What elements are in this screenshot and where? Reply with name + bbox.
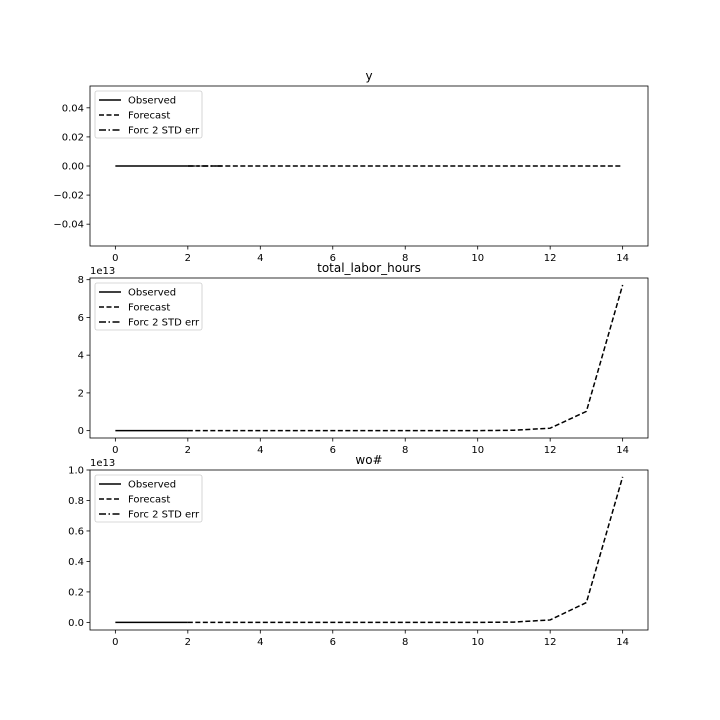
y-tick-label: 0.4 bbox=[68, 557, 84, 568]
legend-box bbox=[94, 474, 203, 523]
plot-frame bbox=[89, 277, 649, 439]
y-offset-text: 1e13 bbox=[90, 458, 115, 469]
legend: Observed Forecast Forc 2 STD err bbox=[94, 474, 203, 523]
x-tick-label: 4 bbox=[257, 445, 263, 456]
x-tick-label: 2 bbox=[185, 445, 191, 456]
y-tick-label: 0.2 bbox=[68, 587, 84, 598]
subplot-2: total_labor_hours 1e13 0 2 4 6 8 10 12 14 0 2 4 6 8 Obs… bbox=[78, 261, 649, 456]
x-tick-label: 0 bbox=[112, 253, 118, 264]
y-tick-label: 0.02 bbox=[62, 132, 84, 143]
legend-label: Forecast bbox=[128, 495, 170, 506]
y-tick-label: 0.0 bbox=[68, 618, 84, 629]
x-tick-label: 2 bbox=[185, 637, 191, 648]
x-tick-label: 8 bbox=[402, 253, 408, 264]
x-tick-label: 10 bbox=[471, 253, 484, 264]
subplot-title: wo# bbox=[355, 453, 382, 467]
x-tick-label: 4 bbox=[257, 253, 263, 264]
legend-box bbox=[94, 90, 203, 139]
legend-label: Forecast bbox=[128, 303, 170, 314]
legend-label: Forc 2 STD err bbox=[128, 510, 200, 521]
subplot-title: y bbox=[365, 69, 372, 83]
legend-label: Forc 2 STD err bbox=[128, 126, 200, 137]
y-tick-label: 1.0 bbox=[68, 466, 84, 477]
x-tick-label: 8 bbox=[402, 445, 408, 456]
x-tick-label: 4 bbox=[257, 637, 263, 648]
x-tick-label: 12 bbox=[544, 253, 557, 264]
x-tick-label: 14 bbox=[616, 253, 629, 264]
y-tick-label: 0 bbox=[78, 426, 84, 437]
plot-frame bbox=[89, 469, 649, 631]
x-tick-label: 6 bbox=[330, 637, 336, 648]
x-tick-label: 14 bbox=[616, 445, 629, 456]
legend: Observed Forecast Forc 2 STD err bbox=[94, 282, 203, 331]
x-tick-label: 8 bbox=[402, 637, 408, 648]
y-tick-label: 0.6 bbox=[68, 526, 84, 537]
subplot-title: total_labor_hours bbox=[317, 261, 421, 275]
x-tick-label: 12 bbox=[544, 445, 557, 456]
y-tick-label: 0.00 bbox=[62, 162, 84, 173]
legend: Observed Forecast Forc 2 STD err bbox=[94, 90, 203, 139]
x-tick-label: 10 bbox=[471, 445, 484, 456]
series-line-forecast bbox=[187, 284, 624, 432]
series-line-forecast bbox=[187, 476, 624, 624]
y-tick-label: −0.04 bbox=[53, 220, 84, 231]
y-tick-label: 6 bbox=[78, 313, 84, 324]
x-tick-label: 0 bbox=[112, 637, 118, 648]
legend-label: Observed bbox=[128, 96, 176, 107]
y-tick-label: 0.04 bbox=[62, 103, 84, 114]
y-offset-text: 1e13 bbox=[90, 266, 115, 277]
subplot-1: y 0 2 4 6 8 10 12 14 −0.04 −0.02 0.00 0.02 0.04 Observ… bbox=[53, 69, 649, 264]
y-tick-label: 2 bbox=[78, 388, 84, 399]
x-tick-label: 2 bbox=[185, 253, 191, 264]
legend-box bbox=[94, 282, 203, 331]
subplot-3: wo# 1e13 0 2 4 6 8 10 12 14 0.0 0.2 0.4 0.6 0.8 1.0 Obse… bbox=[68, 453, 649, 648]
x-tick-label: 6 bbox=[330, 253, 336, 264]
legend-label: Forecast bbox=[128, 111, 170, 122]
legend-label: Observed bbox=[128, 288, 176, 299]
legend-label: Observed bbox=[128, 480, 176, 491]
y-tick-label: 8 bbox=[78, 275, 84, 286]
x-tick-label: 10 bbox=[471, 637, 484, 648]
y-tick-label: −0.02 bbox=[53, 191, 84, 202]
x-tick-label: 6 bbox=[330, 445, 336, 456]
x-tick-label: 0 bbox=[112, 445, 118, 456]
x-tick-label: 14 bbox=[616, 637, 629, 648]
x-tick-label: 12 bbox=[544, 637, 557, 648]
y-tick-label: 4 bbox=[78, 351, 84, 362]
legend-label: Forc 2 STD err bbox=[128, 318, 200, 329]
y-tick-label: 0.8 bbox=[68, 496, 84, 507]
